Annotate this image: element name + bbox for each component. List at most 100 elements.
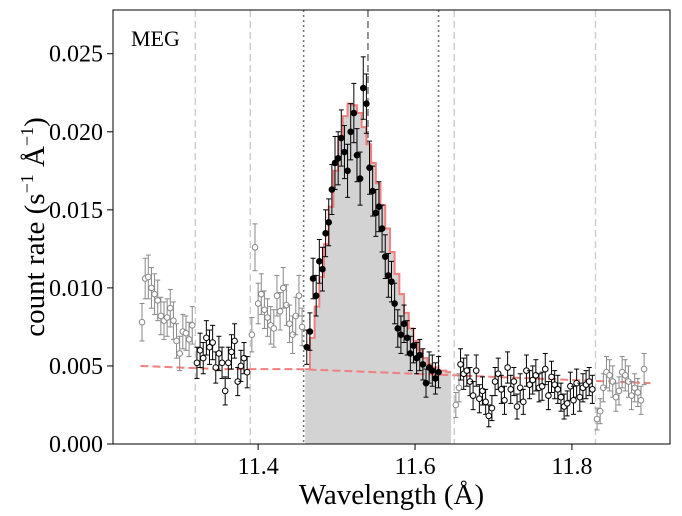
excluded-marker-12 [176, 350, 183, 357]
continuum-fit-marker-12 [231, 337, 238, 345]
line-fit-marker-6 [322, 229, 329, 237]
continuum-fit-marker-2 [199, 354, 207, 362]
excluded-point-33 [298, 307, 306, 347]
excluded-point-12 [176, 335, 183, 372]
excluded-point-51 [640, 352, 648, 386]
line-fit-point-4 [316, 238, 323, 284]
continuum-fit-point-53 [570, 385, 577, 415]
excluded-marker-42 [612, 393, 620, 401]
excluded-marker-27 [279, 284, 287, 292]
continuum-fit-marker-31 [501, 396, 508, 404]
line-fit-marker-13 [344, 167, 351, 175]
y-tick-label-1: 0.005 [49, 354, 103, 380]
excluded-point-18 [251, 223, 259, 272]
continuum-fit-marker-22 [472, 367, 480, 374]
excluded-marker-0 [138, 318, 146, 326]
line-fit-point-37 [419, 348, 427, 381]
y-tick-label-0: 0.000 [49, 432, 103, 458]
line-fit-marker-36 [416, 351, 424, 359]
excluded-marker-37 [596, 407, 604, 415]
excluded-marker-20 [257, 290, 265, 298]
continuum-fit-marker-30 [498, 386, 505, 393]
continuum-fit-point-45 [545, 381, 552, 411]
excluded-marker-50 [637, 396, 645, 404]
line-fit-point-5 [319, 246, 326, 292]
continuum-fit-marker-27 [488, 404, 496, 412]
continuum-fit-marker-26 [485, 412, 493, 420]
continuum-fit-point-16 [243, 356, 251, 389]
continuum-fit-point-52 [567, 371, 574, 401]
excluded-marker-45 [621, 372, 629, 379]
x-axis-title: Wavelength (Å) [299, 479, 484, 511]
continuum-fit-marker-3 [203, 334, 210, 342]
line-fit-point-17 [356, 151, 364, 206]
excluded-point-3 [148, 267, 155, 309]
excluded-point-32 [295, 274, 303, 317]
continuum-fit-point-33 [507, 374, 515, 404]
line-fit-point-18 [359, 56, 367, 120]
y-axis-title-unit: Å [19, 146, 51, 174]
continuum-fit-marker-9 [221, 387, 229, 395]
excluded-marker-2 [145, 273, 152, 281]
continuum-fit-marker-49 [557, 393, 565, 401]
continuum-fit-point-1 [196, 332, 204, 369]
excluded-point-19 [254, 282, 262, 325]
line-fit-point-11 [337, 109, 345, 167]
line-fit-marker-3 [312, 292, 320, 299]
line-fit-marker-1 [306, 328, 314, 335]
y-axis-title-exp2: −1 [17, 127, 37, 146]
line-fit-marker-37 [419, 361, 427, 368]
y-tick-label-3: 0.015 [49, 198, 103, 224]
continuum-fit-point-31 [501, 385, 508, 415]
continuum-fit-marker-23 [476, 395, 483, 403]
line-fit-point-15 [350, 82, 358, 144]
continuum-fit-marker-37 [519, 398, 527, 406]
continuum-fit-point-8 [218, 346, 226, 379]
excluded-marker-22 [264, 314, 271, 321]
line-fit-point-13 [344, 143, 351, 198]
continuum-fit-marker-10 [225, 359, 232, 367]
continuum-fit-marker-0 [193, 359, 201, 367]
line-fit-marker-28 [391, 300, 398, 307]
continuum-fit-marker-25 [482, 398, 489, 406]
excluded-marker-21 [261, 306, 268, 314]
line-fit-point-31 [400, 304, 408, 344]
excluded-marker-34 [452, 401, 460, 409]
ticks-layer: 11.4 11.6 11.8 0.000 0.005 0.010 0.015 0.020 0.0… [49, 42, 592, 480]
continuum-fit-point-3 [203, 320, 210, 356]
continuum-fit-marker-59 [589, 386, 596, 393]
continuum-fit-point-21 [469, 381, 477, 411]
continuum-fit-point-13 [234, 367, 242, 397]
excluded-point-47 [628, 381, 635, 411]
continuum-fit-marker-7 [215, 350, 223, 357]
excluded-point-8 [163, 298, 171, 337]
excluded-marker-47 [628, 392, 635, 399]
continuum-fit-point-58 [585, 367, 593, 397]
excluded-marker-25 [273, 292, 281, 299]
continuum-fit-marker-16 [243, 368, 251, 376]
continuum-fit-point-29 [494, 357, 502, 390]
series-continuum-fit [193, 320, 596, 428]
excluded-marker-15 [185, 336, 193, 343]
line-fit-marker-29 [394, 325, 402, 332]
excluded-marker-16 [188, 322, 196, 329]
line-fit-marker-24 [378, 225, 386, 232]
continuum-fit-point-5 [209, 324, 216, 361]
x-tick-label-2: 11.8 [551, 454, 592, 480]
continuum-fit-point-25 [482, 388, 489, 415]
y-axis-title-close: ) [19, 117, 51, 127]
line-fit-point-6 [322, 209, 329, 258]
line-fit-point-7 [325, 198, 333, 247]
line-fit-marker-41 [432, 375, 439, 382]
line-fit-point-0 [303, 329, 311, 365]
line-fit-marker-40 [428, 367, 436, 374]
excluded-point-4 [151, 273, 158, 315]
excluded-point-23 [267, 306, 274, 345]
excluded-marker-5 [154, 297, 162, 304]
continuum-fit-marker-46 [548, 373, 555, 381]
line-fit-point-12 [341, 125, 348, 180]
continuum-fit-marker-8 [218, 359, 226, 367]
series-line-fit [303, 56, 442, 398]
line-fit-point-24 [378, 204, 386, 253]
excluded-marker-11 [173, 337, 180, 345]
